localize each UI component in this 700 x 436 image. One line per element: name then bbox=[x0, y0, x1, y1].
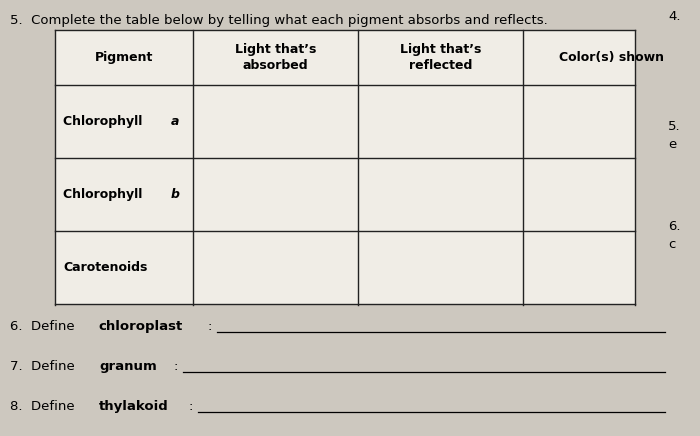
Text: Pigment: Pigment bbox=[94, 51, 153, 64]
Bar bbox=[55, 30, 635, 85]
Text: granum: granum bbox=[99, 360, 157, 373]
Text: e: e bbox=[668, 138, 676, 151]
Text: Light that’s
absorbed: Light that’s absorbed bbox=[234, 43, 316, 72]
Text: b: b bbox=[171, 188, 180, 201]
Text: :: : bbox=[189, 400, 193, 413]
Text: 7.  Define: 7. Define bbox=[10, 360, 79, 373]
Bar bbox=[55, 158, 635, 231]
Bar bbox=[55, 231, 635, 304]
Text: Chlorophyll: Chlorophyll bbox=[63, 115, 147, 128]
Text: a: a bbox=[171, 115, 179, 128]
Text: Carotenoids: Carotenoids bbox=[63, 261, 148, 274]
Text: :: : bbox=[208, 320, 212, 333]
Text: thylakoid: thylakoid bbox=[99, 400, 169, 413]
Text: :: : bbox=[174, 360, 178, 373]
Bar bbox=[55, 85, 635, 158]
Text: Light that’s
reflected: Light that’s reflected bbox=[400, 43, 481, 72]
Text: c: c bbox=[668, 238, 676, 251]
Text: 4.: 4. bbox=[668, 10, 680, 23]
Text: Color(s) shown: Color(s) shown bbox=[559, 51, 664, 64]
Text: 6.  Define: 6. Define bbox=[10, 320, 79, 333]
Text: 8.  Define: 8. Define bbox=[10, 400, 79, 413]
Text: Chlorophyll: Chlorophyll bbox=[63, 188, 147, 201]
Text: 5.  Complete the table below by telling what each pigment absorbs and reflects.: 5. Complete the table below by telling w… bbox=[10, 14, 547, 27]
Text: 5.: 5. bbox=[668, 120, 680, 133]
Text: 6.: 6. bbox=[668, 220, 680, 233]
Text: chloroplast: chloroplast bbox=[99, 320, 183, 333]
